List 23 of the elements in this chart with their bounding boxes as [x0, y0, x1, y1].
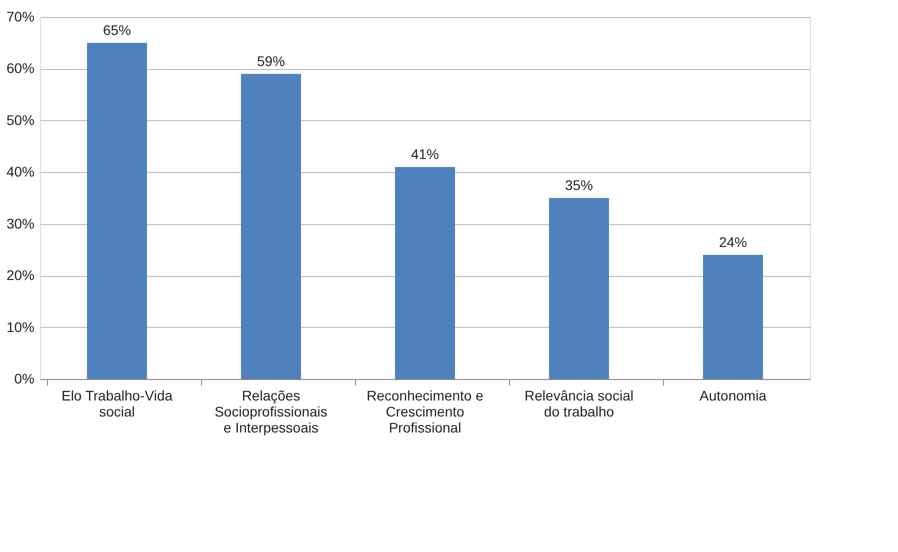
- bar: [395, 166, 455, 379]
- y-tick-label: 40%: [6, 164, 34, 180]
- y-tick-label: 60%: [6, 60, 34, 76]
- x-tick-label: Autonomia: [700, 388, 767, 404]
- x-tick-label: Reconhecimento e Crescimento Profissional: [366, 388, 484, 436]
- y-tick-label: 70%: [6, 8, 34, 24]
- y-tick-label: 50%: [6, 112, 34, 128]
- x-tick-label: Relações Socioprofissionais e Interpessoais: [214, 388, 328, 436]
- data-label: 24%: [718, 234, 748, 250]
- y-tick-label: 10%: [6, 318, 34, 335]
- bar: [87, 42, 147, 379]
- data-label: 35%: [564, 177, 594, 193]
- bar: [703, 254, 763, 379]
- data-label: 65%: [102, 22, 132, 38]
- x-tick-label: Elo Trabalho-Vida social: [61, 388, 173, 420]
- x-tick-label: Relevância social do trabalho: [524, 388, 634, 420]
- y-tick-label: 30%: [6, 215, 34, 232]
- data-label: 59%: [256, 52, 286, 69]
- data-label: 41%: [410, 146, 440, 162]
- y-tick-label: 0%: [14, 370, 34, 386]
- bar: [241, 74, 301, 379]
- y-tick-label: 20%: [6, 267, 34, 284]
- bar: [549, 198, 609, 379]
